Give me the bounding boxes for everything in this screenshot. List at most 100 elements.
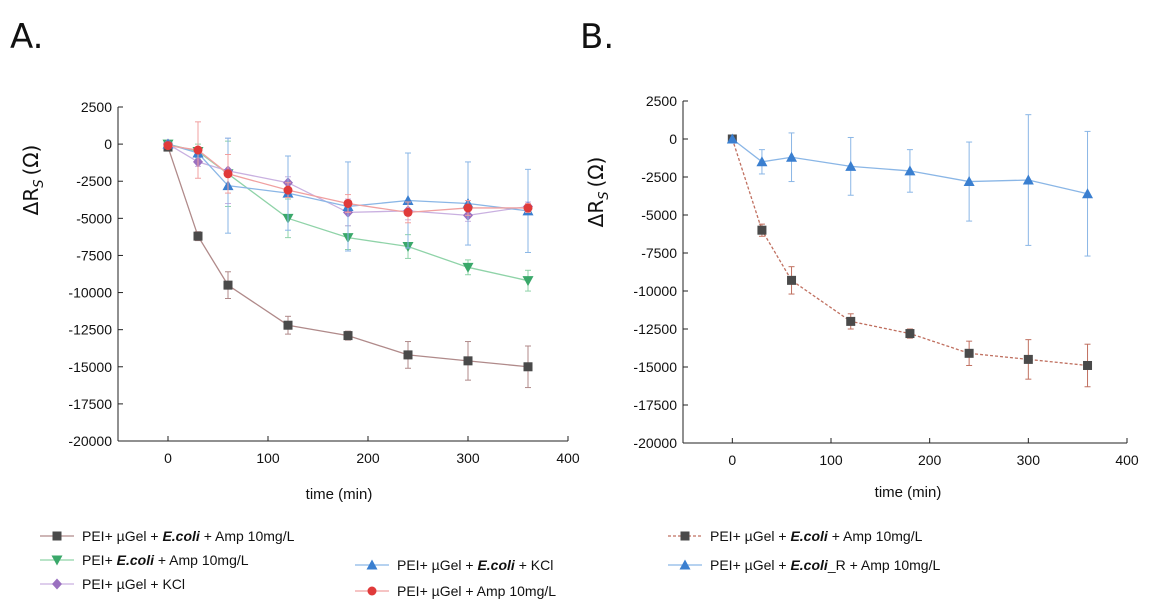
y-label-unit: (Ω): [19, 145, 43, 176]
y-tick-label: -17500: [633, 397, 677, 413]
y-label-unit: (Ω): [584, 157, 608, 188]
marker-triangle-down: [462, 262, 474, 273]
x-tick-label: 100: [819, 452, 843, 468]
series-line: [167, 146, 529, 368]
y-tick-label: 2500: [81, 99, 112, 115]
y-axis-label-text: ΔRS (Ω): [19, 145, 47, 216]
marker-circle: [523, 203, 533, 213]
y-tick-label: -20000: [633, 435, 677, 451]
marker-square: [680, 531, 690, 541]
marker-triangle-up: [1022, 174, 1034, 185]
series-line: [731, 138, 1088, 367]
series-4: [163, 121, 533, 224]
y-tick-label: 0: [669, 131, 677, 147]
x-tick-label: 0: [164, 450, 172, 466]
y-tick-label: 0: [104, 136, 112, 152]
marker-square: [343, 331, 353, 341]
marker-circle: [367, 586, 377, 596]
legend-entry: PEI+ µGel + Amp 10mg/L: [355, 583, 556, 599]
series-line: [167, 143, 529, 212]
marker-square: [463, 356, 473, 366]
plot-area: 2500 0 -2500 -5000 -7500 -10000 -12500 -15000 -1…: [68, 99, 579, 466]
legend-label: PEI+ µGel + Amp 10mg/L: [397, 583, 556, 599]
marker-triangle-down: [51, 555, 63, 566]
y-tick-label: -12500: [68, 322, 112, 338]
marker-circle: [223, 169, 233, 179]
x-tick-label: 100: [256, 450, 280, 466]
x-axis-label: time (min): [875, 484, 942, 501]
y-tick-label: -2500: [641, 169, 677, 185]
marker-triangle-up: [786, 151, 798, 162]
marker-triangle-up: [1082, 188, 1094, 199]
marker-triangle-up: [756, 156, 768, 167]
x-tick-label: 400: [1115, 452, 1139, 468]
legend: PEI+ µGel + E.coli + Amp 10mg/L PEI+ E.co…: [40, 528, 556, 599]
marker-square: [757, 225, 767, 235]
panel-a: A. ΔRS (Ω) time (min) 2500 0 -2500 -5000 -750…: [10, 17, 580, 599]
y-tick-label: -10000: [633, 283, 677, 299]
y-axis-label: ΔRS (Ω): [584, 157, 612, 228]
plot-area: 2500 0 -2500 -5000 -7500 -10000 -12500 -15000 -1…: [633, 93, 1138, 468]
marker-square: [905, 329, 915, 339]
marker-square: [52, 531, 62, 541]
series-line: [167, 143, 529, 282]
panel-letter: A.: [10, 17, 43, 57]
y-tick-label: -2500: [76, 173, 112, 189]
series-line: [167, 144, 528, 214]
marker-circle: [163, 141, 173, 151]
marker-square: [1023, 354, 1033, 364]
legend-label: PEI+ µGel + E.coli_R + Amp 10mg/L: [710, 557, 940, 573]
x-tick-label: 300: [1017, 452, 1041, 468]
marker-triangle-up: [679, 559, 691, 570]
y-tick-label: -7500: [76, 247, 112, 263]
marker-square: [223, 280, 233, 290]
y-axis-label-text: ΔRS (Ω): [584, 157, 612, 228]
y-tick-label: -12500: [633, 321, 677, 337]
y-tick-label: -20000: [68, 433, 112, 449]
panel-letter: B.: [580, 17, 614, 57]
y-tick-label: -17500: [68, 396, 112, 412]
marker-circle: [343, 198, 353, 208]
x-tick-label: 300: [456, 450, 480, 466]
legend-label: PEI+ µGel + E.coli + KCl: [397, 557, 553, 573]
marker-square: [787, 275, 797, 285]
y-axis-label: ΔRS (Ω): [19, 145, 47, 216]
marker-circle: [283, 185, 293, 195]
legend-entry: PEI+ µGel + E.coli + Amp 10mg/L: [668, 528, 923, 544]
y-label-main: ΔR: [584, 200, 608, 228]
y-tick-label: -15000: [633, 359, 677, 375]
legend-entry: PEI+ µGel + E.coli + KCl: [355, 557, 553, 573]
y-label-main: ΔR: [19, 188, 43, 216]
y-tick-label: -10000: [68, 285, 112, 301]
y-label-sub: S: [32, 180, 47, 188]
marker-square: [193, 231, 203, 241]
legend-entry: PEI+ E.coli + Amp 10mg/L: [40, 552, 249, 568]
x-tick-label: 200: [918, 452, 942, 468]
marker-triangle-up: [726, 133, 738, 144]
marker-triangle-down: [522, 276, 534, 287]
legend-label: PEI+ µGel + E.coli + Amp 10mg/L: [710, 528, 923, 544]
marker-square: [523, 362, 533, 372]
y-tick-label: -5000: [641, 207, 677, 223]
marker-square: [964, 348, 974, 358]
marker-triangle-up: [845, 160, 857, 171]
marker-triangle-up: [963, 176, 975, 187]
y-tick-label: 2500: [646, 93, 677, 109]
x-tick-label: 0: [728, 452, 736, 468]
marker-triangle-up: [904, 165, 916, 176]
series-line: [731, 138, 1088, 195]
legend-label: PEI+ µGel + E.coli + Amp 10mg/L: [82, 528, 295, 544]
marker-square: [283, 320, 293, 330]
marker-square: [403, 350, 413, 360]
panel-b: B. ΔRS (Ω) time (min) 2500 0 -2500 -5000 -750…: [580, 17, 1139, 573]
marker-triangle-up: [366, 559, 378, 570]
series-1: [726, 114, 1094, 257]
marker-square: [846, 316, 856, 326]
legend-label: PEI+ µGel + KCl: [82, 576, 185, 592]
legend-entry: PEI+ µGel + E.coli_R + Amp 10mg/L: [668, 557, 940, 573]
marker-diamond: [52, 578, 62, 590]
series-line: [167, 143, 529, 217]
legend-label: PEI+ E.coli + Amp 10mg/L: [82, 552, 249, 568]
legend-entry: PEI+ µGel + E.coli + Amp 10mg/L: [40, 528, 295, 544]
